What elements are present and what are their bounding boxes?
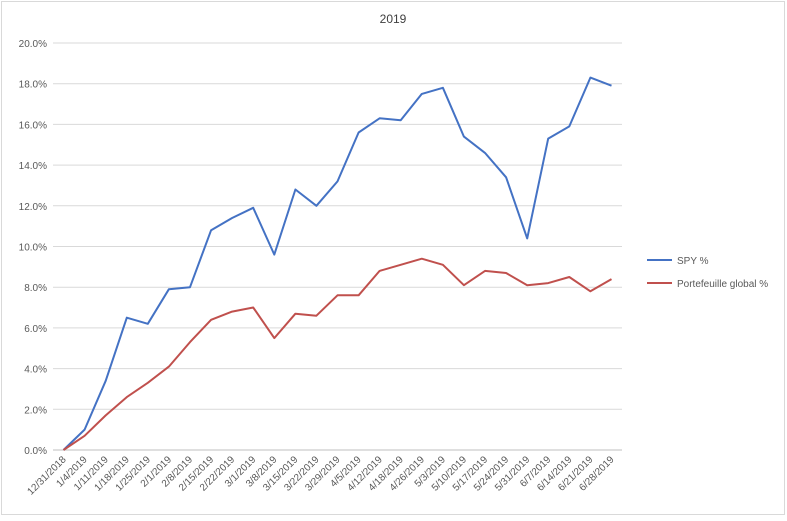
- y-tick-label: 16.0%: [19, 120, 47, 131]
- chart-title: 2019: [380, 12, 407, 26]
- y-tick-label: 0.0%: [24, 446, 47, 457]
- y-tick-label: 20.0%: [19, 39, 47, 50]
- gridlines: [53, 42, 622, 451]
- series-line-2: [62, 257, 613, 451]
- series-lines: [62, 76, 613, 451]
- y-tick-label: 12.0%: [19, 202, 47, 213]
- y-tick-label: 14.0%: [19, 161, 47, 172]
- legend: SPY % Portefeuille global %: [647, 256, 768, 290]
- y-tick-label: 18.0%: [19, 80, 47, 91]
- x-axis-tick-labels: 12/31/20181/4/20191/11/20191/18/20191/25…: [25, 454, 616, 497]
- series-line-1: [62, 76, 612, 451]
- y-tick-label: 6.0%: [24, 324, 47, 335]
- legend-label: SPY %: [677, 256, 709, 267]
- y-tick-label: 8.0%: [24, 283, 47, 294]
- y-tick-label: 10.0%: [19, 243, 47, 254]
- legend-label: Portefeuille global %: [677, 279, 768, 290]
- y-tick-label: 4.0%: [24, 365, 47, 376]
- y-axis-tick-labels: 0.0% 2.0% 4.0% 6.0% 8.0% 10.0% 12.0% 14.0% 16.0%…: [19, 39, 47, 457]
- y-tick-label: 2.0%: [24, 405, 47, 416]
